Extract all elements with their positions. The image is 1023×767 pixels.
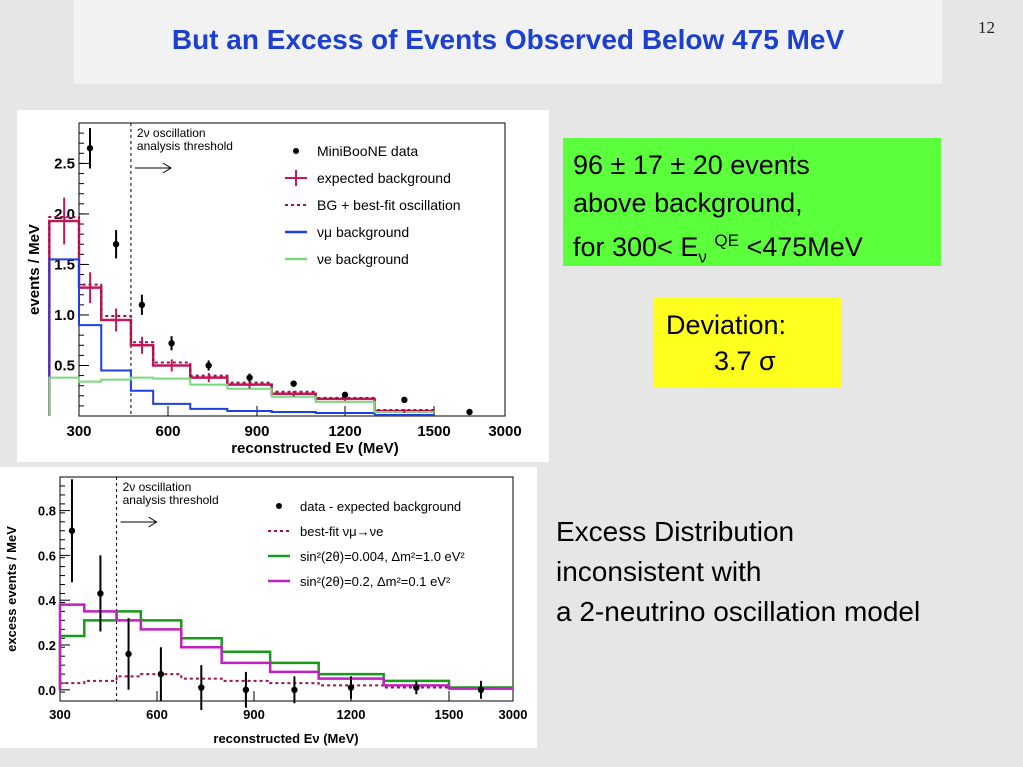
legend-marker xyxy=(293,148,299,154)
title-box: But an Excess of Events Observed Below 4… xyxy=(74,0,942,84)
data-point xyxy=(205,362,212,369)
data-point xyxy=(112,241,120,248)
x-tick-label: 1500 xyxy=(435,707,464,722)
event-excess-line2: above background, xyxy=(573,188,803,218)
y-axis-title: excess events / MeV xyxy=(4,526,19,652)
data-point xyxy=(341,391,349,398)
y-tick-label: 0.0 xyxy=(38,683,56,698)
y-tick-label: 2.5 xyxy=(54,155,75,172)
y-tick-label: 0.2 xyxy=(38,638,56,653)
excess-text-line1: Excess Distribution xyxy=(556,516,795,547)
x-tick-label: 1200 xyxy=(328,423,361,440)
series-nue-line xyxy=(48,376,434,416)
page-number: 12 xyxy=(978,18,995,37)
energy-range-prefix: for 300< E xyxy=(573,232,699,262)
data-point xyxy=(242,686,250,693)
legend-label: expected background xyxy=(317,170,451,186)
events-chart-panel: 0.51.01.52.02.5300600900120015003000reco… xyxy=(17,110,549,462)
series-bestfit-line xyxy=(48,215,434,416)
x-axis-title: reconstructed Eν (MeV) xyxy=(231,440,399,457)
deviation-value: 3.7 σ xyxy=(714,346,776,376)
excess-conclusion-text: Excess Distribution inconsistent with a … xyxy=(556,512,920,632)
data-point xyxy=(125,650,132,658)
event-excess-line1: 96 ± 17 ± 20 events xyxy=(573,150,810,180)
event-excess-box: 96 ± 17 ± 20 events above background, fo… xyxy=(563,138,941,266)
y-tick-label: 1.0 xyxy=(54,307,75,324)
energy-range-suffix: <475MeV xyxy=(746,232,863,262)
data-point xyxy=(290,380,297,387)
legend-label: νe background xyxy=(317,251,409,267)
threshold-label: 2ν oscillation xyxy=(123,480,192,494)
legend-label: νμ background xyxy=(317,224,409,240)
deviation-box: Deviation: 3.7 σ xyxy=(654,298,842,388)
data-point xyxy=(347,684,355,691)
threshold-label: analysis threshold xyxy=(123,493,219,507)
excess-chart-panel: 0.0 0.2 0.4 0.6 0.8 300 600 900 1200 1500 3000 reco… xyxy=(0,467,537,748)
data-point xyxy=(157,670,165,678)
data-point xyxy=(246,374,253,381)
data-point xyxy=(68,527,76,534)
legend-label: BG + best-fit oscillation xyxy=(317,197,461,213)
legend-label: sin²(2θ)=0.2, Δm²=0.1 eV² xyxy=(300,574,451,589)
excess-text-line2: inconsistent with xyxy=(556,556,762,587)
plot-frame xyxy=(78,122,506,417)
deviation-label: Deviation: xyxy=(666,310,787,340)
y-tick-label: 0.8 xyxy=(38,504,56,519)
data-point xyxy=(291,686,298,693)
x-tick-label: 600 xyxy=(146,707,168,722)
plot-frame xyxy=(59,476,514,702)
data-point xyxy=(97,590,104,597)
x-tick-label: 1500 xyxy=(417,423,450,440)
threshold-arrow-head xyxy=(148,516,158,528)
y-tick-label: 0.6 xyxy=(38,548,56,563)
data-point xyxy=(168,340,175,347)
legend-label: best-fit νμ→νe xyxy=(300,524,383,539)
x-tick-label: 900 xyxy=(244,423,269,440)
data-point xyxy=(477,686,485,693)
data-point xyxy=(401,396,408,404)
x-tick-label: 300 xyxy=(66,423,91,440)
energy-subscript: ν xyxy=(698,247,707,267)
legend-label: MiniBooNE data xyxy=(317,143,418,159)
x-tick-label: 600 xyxy=(155,423,180,440)
y-tick-label: 1.5 xyxy=(54,256,75,273)
x-tick-label: 3000 xyxy=(488,423,521,440)
data-point xyxy=(86,145,94,152)
x-tick-label: 900 xyxy=(243,707,265,722)
events-chart: 0.51.01.52.02.5300600900120015003000reco… xyxy=(26,122,522,457)
y-axis-title: events / MeV xyxy=(26,224,43,315)
x-axis-title: reconstructed Eν (MeV) xyxy=(213,731,358,746)
data-point xyxy=(198,684,205,691)
data-point xyxy=(466,408,473,416)
y-tick-label: 0.4 xyxy=(38,593,57,608)
slide-title: But an Excess of Events Observed Below 4… xyxy=(171,24,845,55)
excess-text-line3: a 2-neutrino oscillation model xyxy=(556,596,921,627)
x-tick-label: 300 xyxy=(49,707,71,722)
event-excess-line3: for 300< Eν QE <475MeV xyxy=(573,222,941,276)
legend-label: data - expected background xyxy=(300,499,461,514)
series-magenta-line xyxy=(58,603,513,690)
x-tick-label: 1200 xyxy=(337,707,366,722)
excess-chart: 0.0 0.2 0.4 0.6 0.8 300 600 900 1200 1500 3000 reco… xyxy=(4,476,528,746)
y-tick-label: 0.5 xyxy=(54,357,75,374)
series-bestfit-line xyxy=(59,673,513,690)
series-numu-line xyxy=(48,258,434,416)
legend-marker xyxy=(276,503,282,509)
data-point xyxy=(413,684,420,691)
legend-label: sin²(2θ)=0.004, Δm²=1.0 eV² xyxy=(300,549,465,564)
data-point xyxy=(138,301,146,309)
threshold-label: 2ν oscillation xyxy=(137,126,206,140)
threshold-arrow-head xyxy=(162,162,172,174)
energy-superscript: QE xyxy=(714,231,739,250)
x-tick-label: 3000 xyxy=(499,707,528,722)
threshold-label: analysis threshold xyxy=(137,139,233,153)
